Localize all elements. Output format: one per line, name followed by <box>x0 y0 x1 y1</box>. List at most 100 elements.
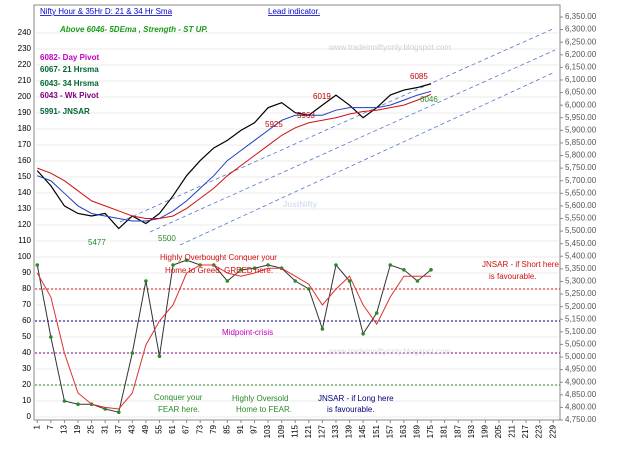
y-tick-label: 100 <box>18 252 32 261</box>
x-tick-label: 73 <box>195 424 204 433</box>
y2-tick-label: 4,950.00 <box>565 365 597 374</box>
y2-tick-label: 5,300.00 <box>565 277 597 286</box>
y2-tick-label: 4,850.00 <box>565 390 597 399</box>
annotation: 6043- 34 Hrsma <box>40 79 99 88</box>
x-tick-label: 151 <box>372 424 381 438</box>
annotation: Highly Overbought Conquer your <box>160 253 277 262</box>
y-tick-label: 50 <box>22 332 31 341</box>
annotation: Midpoint-crisis <box>222 328 273 337</box>
y-tick-label: 230 <box>18 44 32 53</box>
series-point <box>184 258 189 263</box>
x-tick-label: 25 <box>87 424 96 433</box>
annotation: 5963 <box>297 111 315 120</box>
y-tick-label: 110 <box>18 236 31 245</box>
annotation: 6085 <box>410 72 428 81</box>
x-tick-label: 61 <box>168 424 177 433</box>
y2-tick-label: 6,050.00 <box>565 88 597 97</box>
x-tick-label: 133 <box>331 424 340 438</box>
y-tick-label: 210 <box>18 76 32 85</box>
x-tick-label: 163 <box>399 424 408 438</box>
y2-tick-label: 5,750.00 <box>565 163 597 172</box>
series-point <box>320 327 325 331</box>
y-tick-label: 120 <box>18 220 32 229</box>
watermark: JustNifty <box>283 200 318 209</box>
x-tick-label: 85 <box>222 424 231 433</box>
x-tick-label: 91 <box>236 424 245 433</box>
series-point <box>225 279 230 283</box>
annotation: 6067- 21 Hrsma <box>40 65 99 74</box>
y2-tick-label: 6,250.00 <box>565 37 597 46</box>
x-tick-label: 211 <box>508 424 517 437</box>
y2-tick-label: 5,150.00 <box>565 314 597 323</box>
x-tick-label: 175 <box>426 424 435 438</box>
series-point <box>116 410 121 415</box>
x-tick-label: 49 <box>141 424 150 433</box>
annotation: Highly Oversold <box>232 394 288 403</box>
y2-tick-label: 6,200.00 <box>565 50 597 59</box>
y-tick-label: 10 <box>22 396 31 405</box>
x-tick-label: 139 <box>345 424 354 438</box>
series-point <box>415 279 420 283</box>
series-point <box>252 266 257 271</box>
y2-tick-label: 5,050.00 <box>565 340 597 349</box>
y-tick-label: 70 <box>22 300 31 309</box>
series-point <box>130 351 135 355</box>
x-tick-label: 169 <box>413 424 422 438</box>
y2-tick-label: 5,000.00 <box>565 352 597 361</box>
annotation: 6046 <box>420 95 438 104</box>
series-point <box>103 407 107 411</box>
series-point <box>307 287 311 291</box>
y2-tick-label: 4,750.00 <box>565 415 597 424</box>
trend-channel <box>119 27 556 246</box>
y-tick-label: 30 <box>22 364 31 373</box>
annotation: Conquer your <box>154 393 203 402</box>
series-point <box>62 399 67 403</box>
x-tick-label: 43 <box>127 424 136 433</box>
y2-tick-label: 5,550.00 <box>565 214 597 223</box>
series-line <box>37 93 432 219</box>
y-tick-label: 20 <box>22 380 31 389</box>
watermarks: www.tradeinniftyonly.blogspot.com JustNif… <box>283 43 452 356</box>
watermark: www.tradeinniftyonly.blogspot.com <box>328 43 451 52</box>
plot <box>35 83 433 415</box>
annotation: JNSAR - if Long here <box>318 394 394 403</box>
y-tick-label: 240 <box>18 28 32 37</box>
y2-tick-label: 5,600.00 <box>565 201 597 210</box>
x-tick-label: 205 <box>494 424 503 438</box>
series-point <box>266 263 270 267</box>
y2-tick-label: 5,250.00 <box>565 289 597 298</box>
x-tick-label: 157 <box>385 424 394 438</box>
y2-tick-label: 6,300.00 <box>565 25 597 34</box>
chart-title: Nifty Hour & 35Hr D: 21 & 34 Hr Sma <box>40 7 173 16</box>
x-tick-label: 79 <box>209 424 218 433</box>
annotation: 6043 - Wk Pivot <box>40 91 99 100</box>
y-tick-label: 130 <box>18 204 32 213</box>
annotation: 5477 <box>88 238 106 247</box>
x-tick-label: 193 <box>467 424 476 438</box>
y2-tick-label: 5,850.00 <box>565 138 597 147</box>
y2-tick-label: 5,100.00 <box>565 327 597 336</box>
series-point <box>35 263 40 267</box>
y2-tick-label: 5,700.00 <box>565 176 597 185</box>
series-point <box>49 335 53 339</box>
x-tick-label: 19 <box>73 424 82 433</box>
series-point <box>171 263 175 267</box>
series-point <box>347 279 352 283</box>
y2-tick-label: 4,800.00 <box>565 403 597 412</box>
y2-tick-label: 4,900.00 <box>565 377 597 386</box>
series-point <box>334 263 338 267</box>
y-tick-label: 140 <box>18 188 32 197</box>
annotation: 6019 <box>313 92 331 101</box>
series-line <box>36 83 432 230</box>
series-line <box>36 264 432 410</box>
series-point <box>429 268 433 272</box>
annotation: is favourable. <box>327 405 375 414</box>
x-tick-label: 181 <box>440 424 449 438</box>
y2-tick-label: 6,350.00 <box>565 12 597 21</box>
x-tick-label: 109 <box>277 424 286 438</box>
x-tick-label: 187 <box>453 424 462 438</box>
series-point <box>144 279 148 283</box>
y2-tick-label: 6,150.00 <box>565 62 597 71</box>
annotation: Home to Greed. GREED here. <box>165 266 273 275</box>
